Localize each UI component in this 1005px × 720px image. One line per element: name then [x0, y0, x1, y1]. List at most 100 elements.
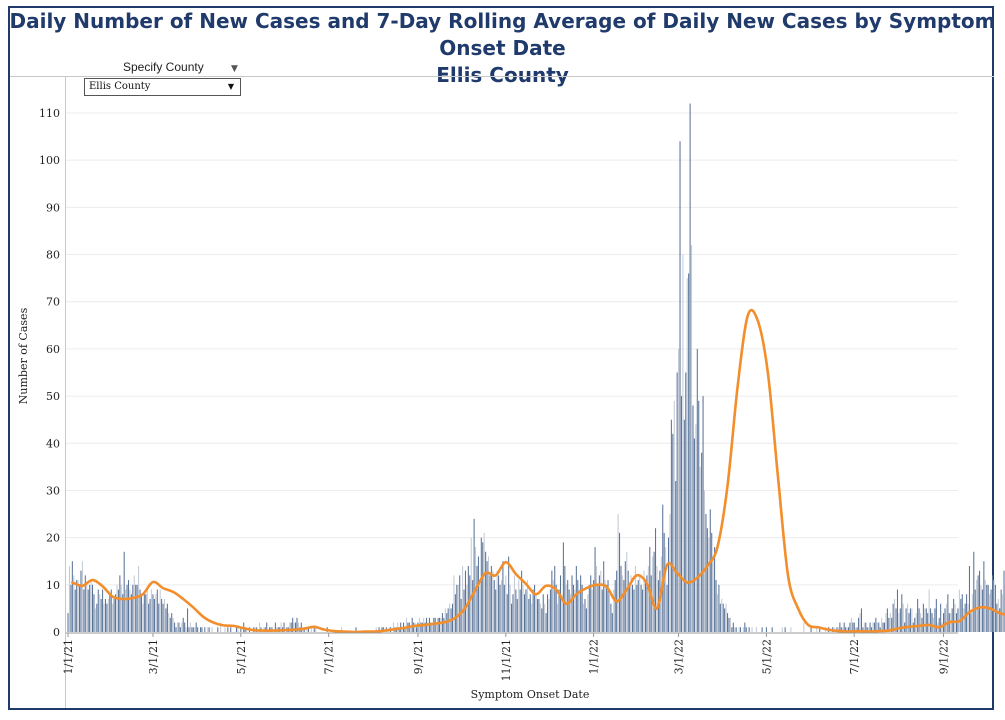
daily-case-bar — [613, 589, 615, 632]
daily-case-bar — [84, 575, 86, 632]
daily-case-bar — [519, 589, 521, 632]
daily-case-bar — [983, 561, 985, 632]
daily-case-bar — [611, 613, 613, 632]
daily-case-bar — [931, 613, 933, 632]
daily-case-bar — [790, 627, 792, 632]
daily-case-bar — [96, 603, 98, 632]
daily-case-bar — [464, 570, 466, 632]
daily-case-bar — [531, 603, 533, 632]
daily-case-bar — [113, 598, 115, 632]
daily-case-bar — [411, 617, 413, 632]
daily-case-bar — [166, 603, 168, 632]
daily-case-bar — [963, 608, 965, 632]
rolling-average-line — [71, 308, 1005, 634]
daily-case-bar — [692, 405, 694, 632]
daily-case-bar — [179, 627, 181, 632]
daily-case-bar — [954, 603, 956, 632]
daily-case-bar — [729, 617, 731, 632]
caret-down-icon: ▼ — [227, 82, 234, 91]
daily-case-bar — [984, 580, 986, 632]
daily-case-bar — [719, 603, 721, 632]
daily-case-bar — [947, 594, 949, 632]
daily-case-bar — [608, 594, 610, 632]
daily-case-bar — [803, 622, 805, 632]
daily-case-bar — [575, 565, 577, 632]
county-filter-label: Specify County — [123, 60, 204, 74]
daily-case-bar — [755, 627, 757, 632]
daily-case-bar — [499, 584, 501, 632]
x-tick-label: 1/1/22 — [588, 639, 601, 674]
daily-case-bar — [182, 617, 184, 632]
daily-case-bar — [195, 622, 197, 632]
daily-case-bar — [104, 598, 106, 632]
daily-case-bar — [735, 627, 737, 632]
daily-case-bar — [122, 594, 124, 632]
daily-case-bar — [405, 617, 407, 632]
daily-case-bar — [300, 622, 302, 632]
daily-case-bar — [142, 603, 144, 632]
daily-case-bar — [555, 584, 557, 632]
x-tick-label: 7/1/21 — [323, 639, 336, 674]
county-dropdown[interactable]: Ellis County ▼ — [84, 78, 241, 96]
daily-case-bar — [184, 622, 186, 632]
daily-case-bar — [208, 627, 210, 632]
daily-case-bar — [466, 584, 468, 632]
daily-case-bar — [158, 603, 160, 632]
daily-case-bar — [76, 580, 78, 632]
filter-menu-caret-icon[interactable]: ▼ — [231, 64, 238, 74]
daily-case-bar — [901, 594, 903, 632]
daily-case-bar — [436, 622, 438, 632]
daily-case-bar — [307, 627, 310, 632]
daily-case-bar — [414, 622, 416, 632]
x-tick-label: 3/1/21 — [147, 639, 160, 674]
daily-case-bar — [953, 598, 955, 632]
daily-case-bar — [970, 613, 972, 632]
daily-case-bar — [444, 608, 446, 632]
daily-case-bar — [781, 627, 783, 632]
daily-case-bar — [957, 608, 959, 632]
daily-case-bar — [925, 608, 927, 632]
y-tick-label: 40 — [46, 437, 60, 450]
daily-case-bar — [315, 627, 317, 632]
daily-case-bar — [855, 627, 857, 632]
daily-case-bar — [601, 589, 603, 632]
x-tick-label: 7/1/22 — [848, 639, 861, 674]
daily-case-bar — [561, 594, 563, 632]
x-tick-label: 3/1/22 — [673, 639, 686, 674]
daily-case-bar — [847, 627, 850, 632]
daily-case-bar — [155, 594, 157, 632]
daily-case-bar — [698, 400, 700, 632]
daily-case-bar — [862, 627, 864, 632]
daily-case-bar — [748, 627, 750, 632]
daily-case-bar — [187, 608, 189, 632]
daily-case-bar — [655, 528, 657, 632]
daily-case-bar — [706, 528, 708, 632]
daily-case-bar — [538, 598, 540, 632]
daily-case-bar — [610, 603, 612, 632]
daily-case-bar — [549, 589, 551, 632]
daily-case-bar — [490, 565, 492, 632]
daily-case-bar — [397, 622, 399, 632]
daily-case-bar — [928, 589, 930, 632]
daily-case-bar — [902, 603, 904, 632]
daily-case-bar — [551, 570, 553, 632]
daily-case-bar — [885, 613, 887, 632]
daily-case-bar — [172, 617, 174, 632]
daily-case-bar — [559, 575, 562, 632]
daily-case-bar — [525, 589, 527, 632]
daily-case-bar — [197, 627, 199, 632]
daily-case-bar — [967, 603, 969, 632]
daily-case-bar — [296, 617, 298, 632]
daily-case-bar — [558, 589, 560, 632]
daily-case-bar — [479, 584, 481, 632]
daily-case-bar — [896, 589, 898, 632]
daily-case-bar — [240, 627, 242, 632]
daily-case-bar — [191, 627, 193, 632]
daily-case-bar — [724, 608, 726, 632]
y-tick-label: 10 — [46, 579, 60, 592]
daily-case-bar — [109, 594, 111, 632]
daily-case-bar — [591, 589, 593, 632]
daily-case-bar — [973, 551, 975, 632]
daily-case-bar — [656, 565, 658, 632]
daily-case-bar — [175, 627, 177, 632]
